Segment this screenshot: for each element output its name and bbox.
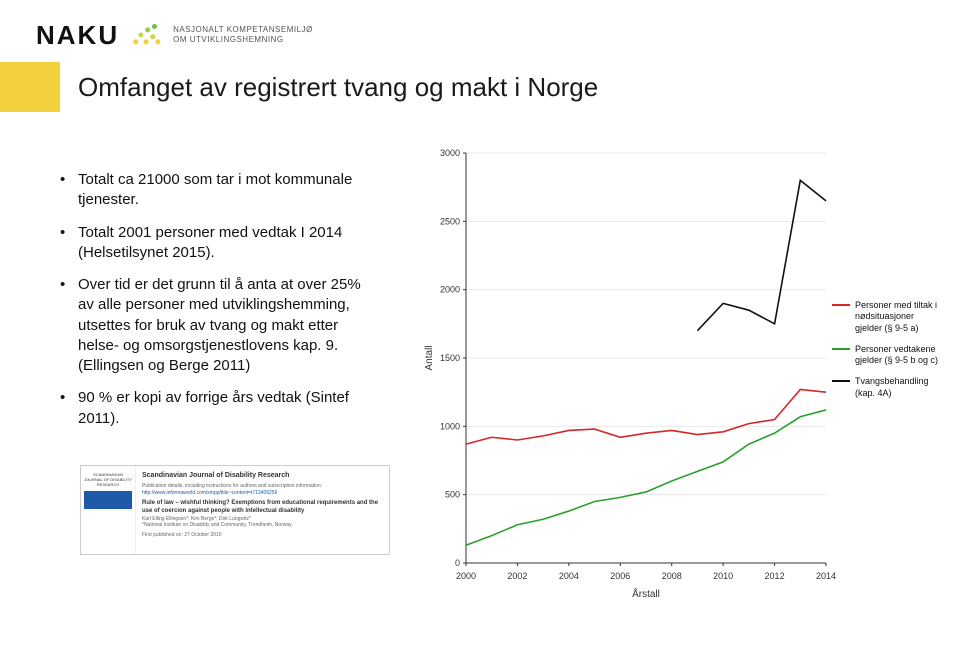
bullet-item: Totalt ca 21000 som tar i mot kommunale … [60,170,380,211]
journal-cover: SCANDINAVIAN JOURNAL OF DISABILITY RESEA… [81,466,136,554]
journal-url: http://www.informaworld.com/smpp/title~c… [142,490,383,497]
legend-swatch [832,348,850,350]
svg-text:2006: 2006 [610,571,630,581]
svg-text:Antall: Antall [424,345,435,370]
logo: NAKU NASJONALT KOMPETANSEMILJØ OM UTVIKL… [36,18,313,52]
svg-text:1500: 1500 [440,353,460,363]
title-box: Omfanget av registrert tvang og makt i N… [60,62,616,111]
page-title: Omfanget av registrert tvang og makt i N… [78,72,598,103]
svg-text:2004: 2004 [559,571,579,581]
legend-label: Personer vedtakene gjelder (§ 9-5 b og c… [855,344,940,367]
svg-text:2002: 2002 [507,571,527,581]
legend-item: Tvangsbehandling (kap. 4A) [832,376,940,399]
svg-text:2500: 2500 [440,216,460,226]
svg-text:2008: 2008 [662,571,682,581]
journal-article: Rule of law – wishful thinking? Exemptio… [142,500,383,516]
legend-item: Personer med tiltak i nødsituasjoner gje… [832,300,940,334]
accent-strip [0,62,60,112]
svg-text:2014: 2014 [816,571,836,581]
journal-cover-art [84,491,132,509]
logo-subtitle: NASJONALT KOMPETANSEMILJØ OM UTVIKLINGSH… [173,25,313,44]
bullet-item: Totalt 2001 personer med vedtak I 2014 (… [60,223,380,264]
bullet-item: 90 % er kopi av forrige års vedtak (Sint… [60,388,380,429]
svg-text:500: 500 [445,490,460,500]
legend-item: Personer vedtakene gjelder (§ 9-5 b og c… [832,344,940,367]
svg-text:2000: 2000 [440,285,460,295]
bullet-list: Totalt ca 21000 som tar i mot kommunale … [60,170,380,441]
svg-text:Årstall: Årstall [632,587,660,600]
svg-text:1000: 1000 [440,421,460,431]
bullet-item: Over tid er det grunn til å anta at over… [60,275,380,376]
journal-title: Scandinavian Journal of Disability Resea… [142,471,383,480]
svg-text:2012: 2012 [765,571,785,581]
svg-text:2010: 2010 [713,571,733,581]
logo-sub-line1: NASJONALT KOMPETANSEMILJØ [173,25,313,35]
legend-label: Personer med tiltak i nødsituasjoner gje… [855,300,940,334]
svg-text:2000: 2000 [456,571,476,581]
legend-swatch [832,380,850,382]
line-chart: 0 500 1000 1500 2000 2500 3000 2000 2002 2004 2006… [420,145,940,605]
journal-cover-label: SCANDINAVIAN JOURNAL OF DISABILITY RESEA… [84,472,132,487]
legend-label: Tvangsbehandling (kap. 4A) [855,376,940,399]
journal-firstpub: First published on: 27 October 2010 [142,532,383,539]
journal-affil: *National Institute on Disability and Co… [142,522,383,529]
journal-citation: SCANDINAVIAN JOURNAL OF DISABILITY RESEA… [80,465,390,555]
logo-icon [129,18,163,52]
legend-swatch [832,304,850,306]
chart-legend: Personer med tiltak i nødsituasjoner gje… [832,300,940,409]
svg-text:0: 0 [455,558,460,568]
logo-sub-line2: OM UTVIKLINGSHEMNING [173,35,313,45]
journal-text: Scandinavian Journal of Disability Resea… [136,466,389,554]
logo-mark: NAKU [36,20,119,51]
svg-text:3000: 3000 [440,148,460,158]
